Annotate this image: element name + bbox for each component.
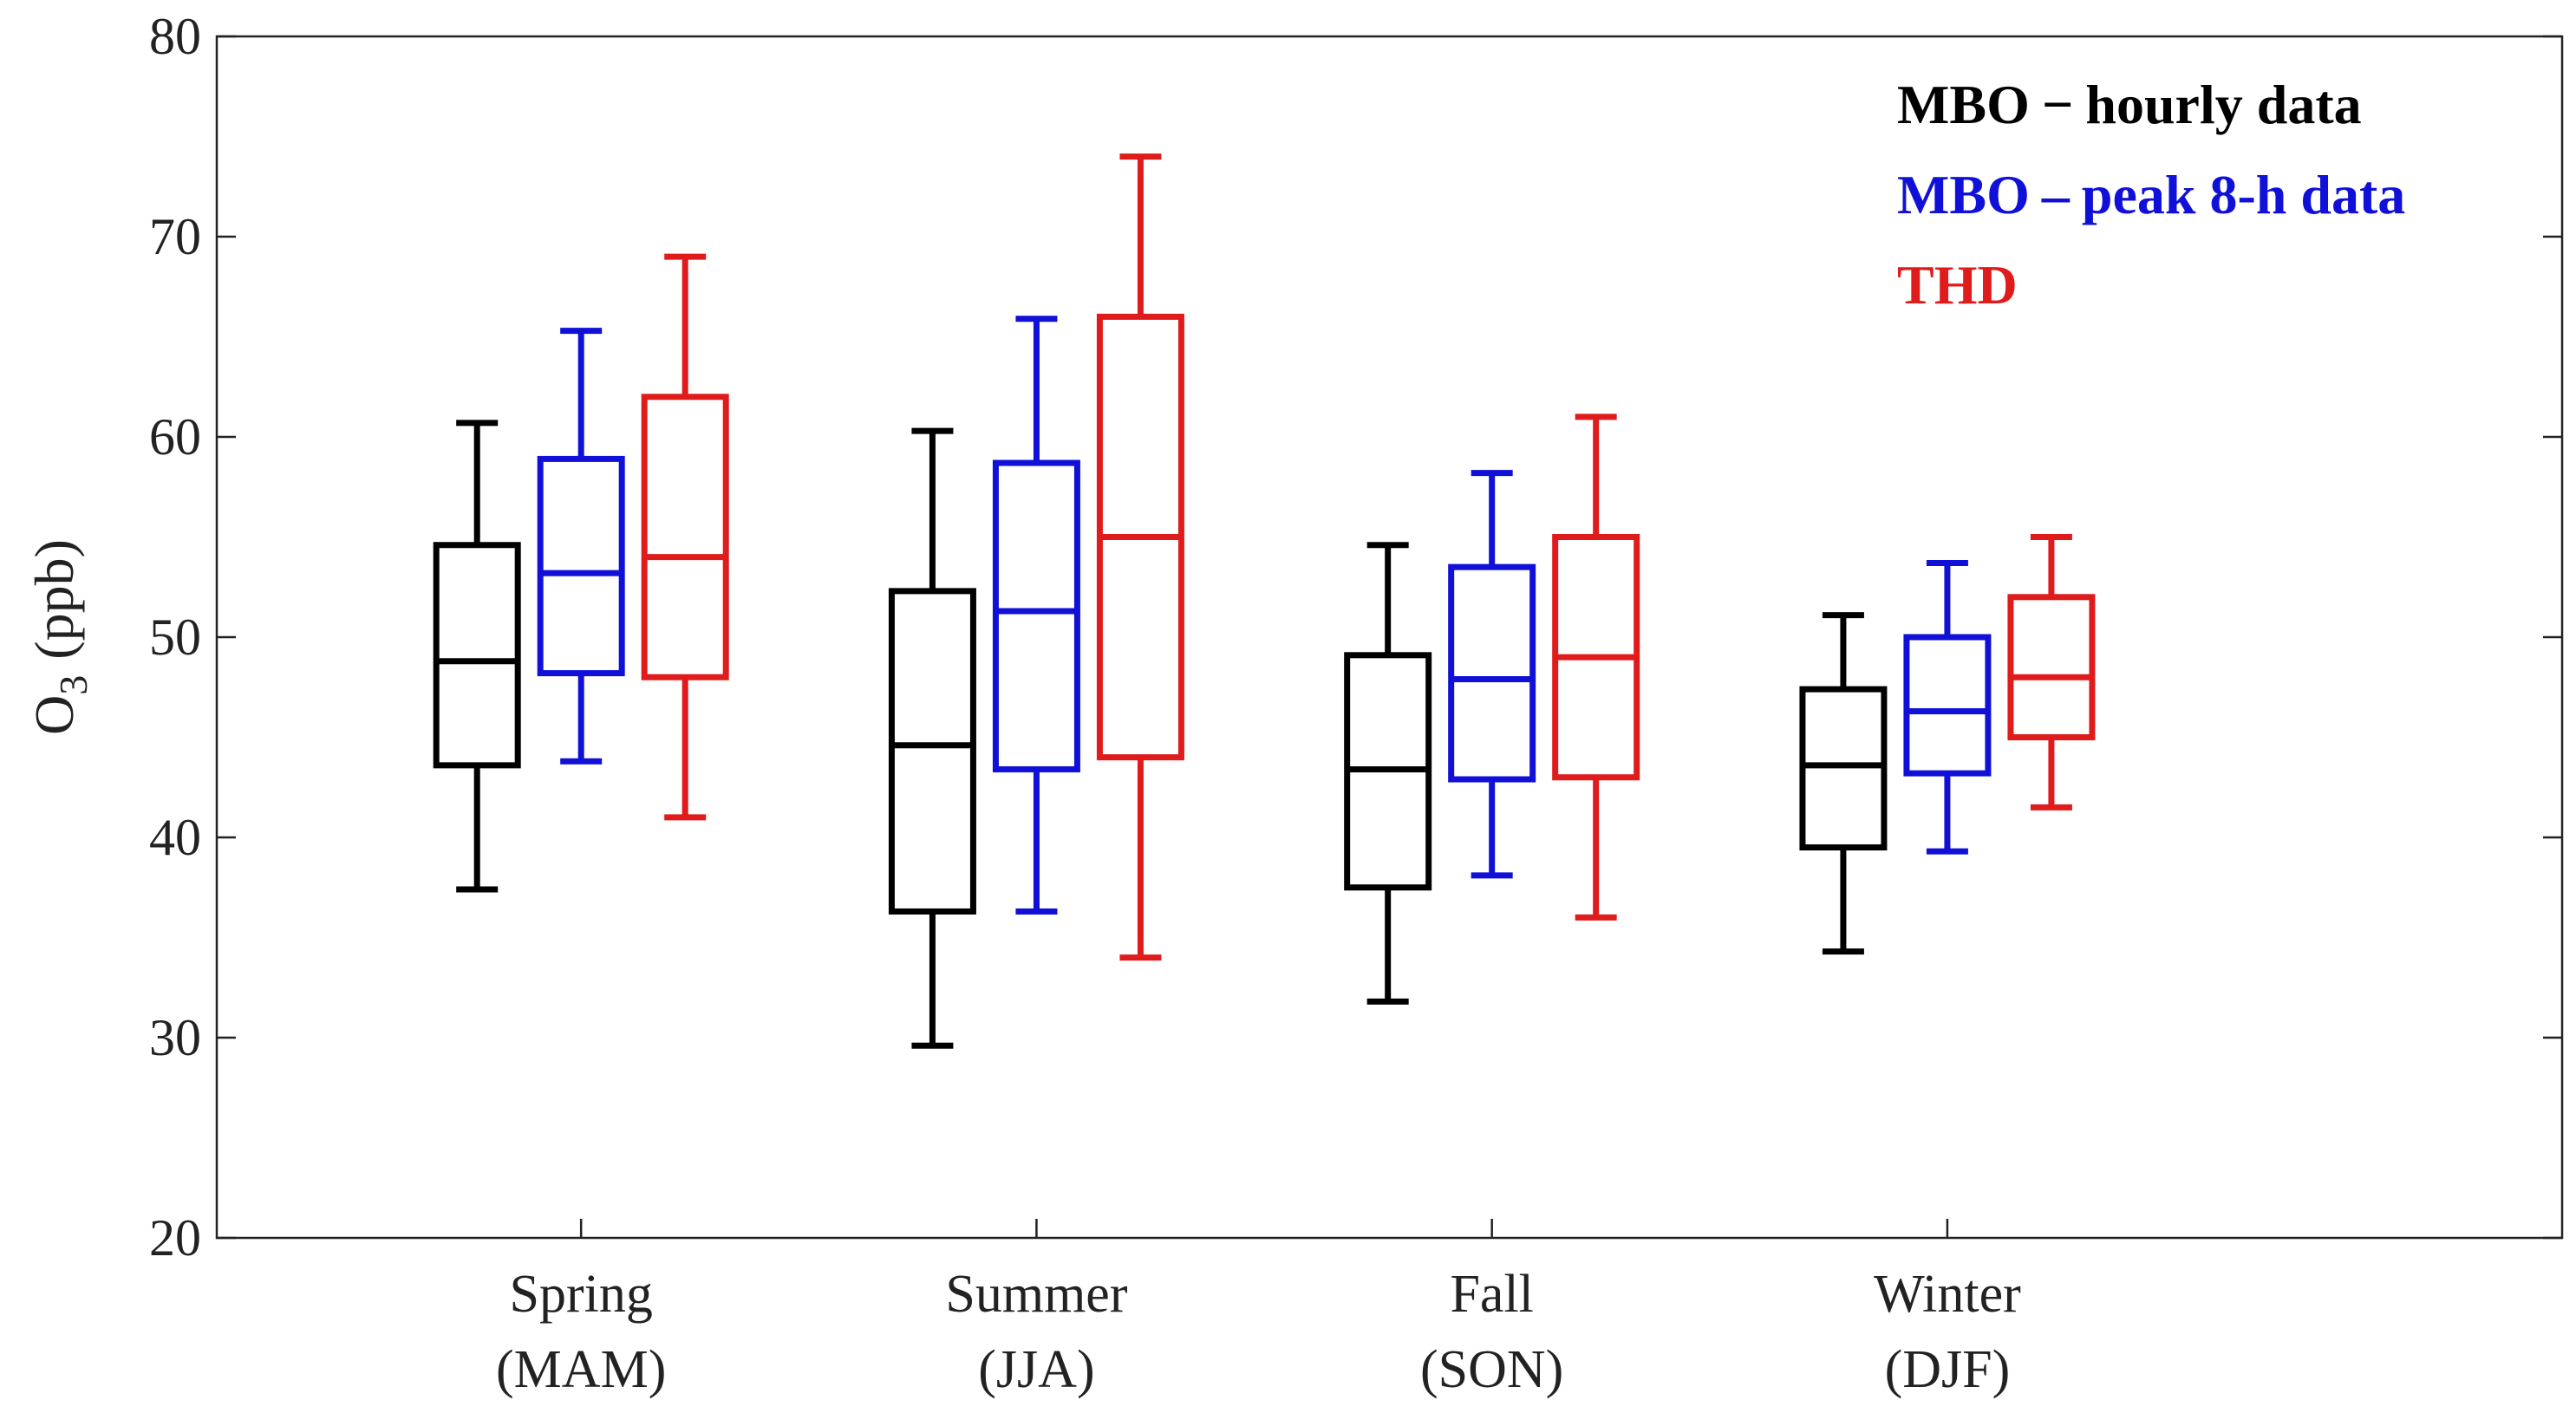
box-2-0: [641, 253, 729, 821]
x-tick-label-season: Fall: [1450, 1265, 1533, 1324]
x-tick-label-season: Winter: [1874, 1265, 2021, 1324]
axis-labels: Spring (MAM) Summer (JJA) Fall (SON) Winter (DJ…: [23, 539, 2021, 1399]
x-tick-label-months: (SON): [1420, 1340, 1563, 1399]
y-tick-label: 30: [149, 1009, 201, 1066]
y-tick-label: 20: [149, 1209, 201, 1266]
box-iqr: [888, 588, 976, 915]
legend-label: THD: [1897, 254, 2018, 316]
y-tick-label: 80: [149, 8, 201, 65]
box-1-0: [537, 328, 625, 765]
box-iqr: [2007, 594, 2096, 740]
legend-suffix: hourly data: [2085, 74, 2361, 135]
box-0-1: [888, 427, 976, 1049]
box-2-1: [1096, 153, 1184, 961]
axes: 20 30 40 50 60 70 80: [149, 8, 2564, 1266]
legend-entry-1: MBO – peak 8-h data: [1897, 164, 2405, 225]
box-iqr: [1903, 634, 1992, 777]
legend-label: MBO: [1897, 74, 2030, 135]
box-series: [433, 153, 2096, 1049]
y-tick-label: 40: [149, 809, 201, 866]
box-iqr: [433, 542, 521, 769]
box-iqr: [1448, 563, 1536, 783]
legend-label: MBO: [1897, 164, 2030, 225]
box-iqr: [641, 394, 729, 680]
box-2-2: [1552, 413, 1640, 921]
legend-dash: –: [2041, 164, 2071, 225]
box-iqr: [537, 455, 625, 677]
y-tick-label: 70: [149, 208, 201, 265]
legend-entry-0: MBO − hourly data: [1897, 74, 2362, 135]
legend-suffix: peak 8-h data: [2082, 164, 2405, 225]
box-1-3: [1903, 560, 1992, 855]
series-2: [641, 153, 2096, 961]
box-1-2: [1448, 470, 1536, 879]
x-tick-label-months: (JJA): [978, 1340, 1094, 1399]
series-1: [537, 316, 1992, 915]
box-0-0: [433, 420, 521, 893]
y-axis-label-subscript: 3: [51, 675, 95, 695]
y-axis-label-units: (ppb): [23, 539, 85, 660]
y-axis-label-main: O: [23, 695, 85, 735]
legend-dash: −: [2042, 74, 2073, 135]
series-0: [433, 420, 1888, 1049]
x-tick-label-season: Summer: [945, 1265, 1127, 1324]
y-tick-label: 50: [149, 609, 201, 666]
box-iqr: [992, 459, 1080, 772]
box-1-1: [992, 316, 1080, 915]
legend-entry-2: THD: [1897, 254, 2018, 316]
x-tick-label-season: Spring: [510, 1265, 653, 1324]
x-tick-label-months: (MAM): [496, 1340, 666, 1399]
y-tick-label: 60: [149, 408, 201, 466]
box-2-3: [2007, 534, 2096, 811]
box-0-2: [1344, 542, 1432, 1005]
box-0-3: [1799, 612, 1888, 955]
y-axis-label: O3 (ppb): [23, 539, 95, 735]
x-tick-label-months: (DJF): [1885, 1340, 2011, 1399]
